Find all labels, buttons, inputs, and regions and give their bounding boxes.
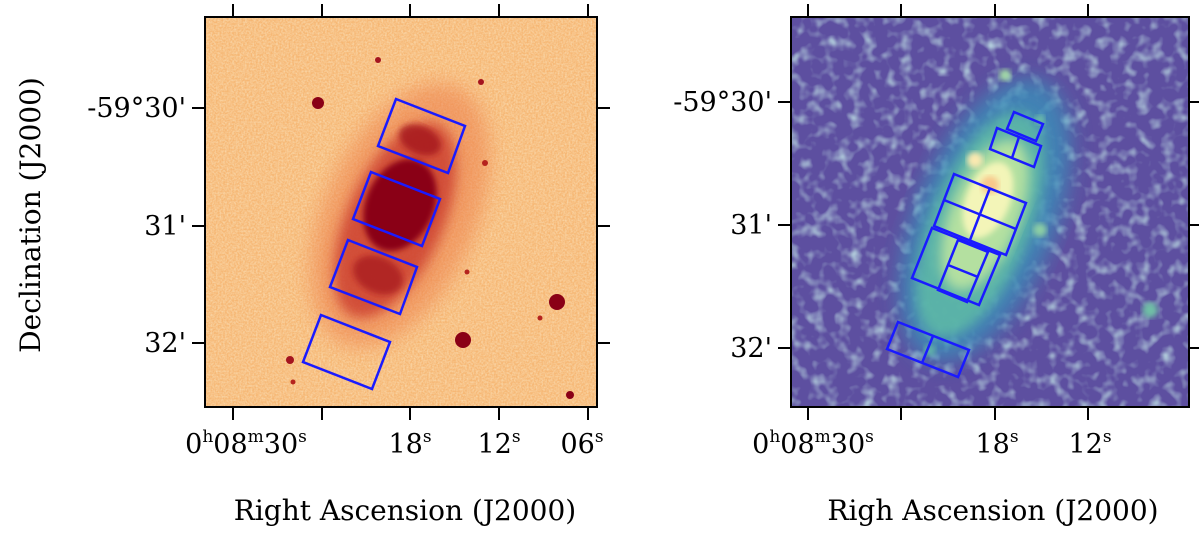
left-ytick-2: 32' [144, 328, 186, 359]
y-axis-label: Declination (J2000) [14, 77, 47, 353]
left-box-1 [376, 97, 467, 175]
right-ticks [778, 4, 1199, 420]
right-ytick-1: 31' [730, 210, 772, 241]
left-panel: -59°30' 31' 32' 0h08m30s 18s 12s 06s Rig… [87, 4, 610, 527]
left-overlay-boxes [301, 97, 467, 391]
left-ytick-1: 31' [144, 211, 186, 242]
right-x-axis-label: Righ Ascension (J2000) [827, 494, 1158, 527]
left-xtick-3: 06s [560, 427, 603, 460]
right-box-1 [988, 110, 1045, 169]
left-xtick-2: 12s [477, 427, 520, 460]
left-image [205, 17, 597, 407]
right-xtick-0: 0h08m30s [752, 427, 874, 460]
right-xtick-1: 18s [975, 427, 1018, 460]
right-panel: -59°30' 31' 32' 0h08m30s 18s 12s Righ As… [673, 4, 1199, 527]
right-ytick-0: -59°30' [673, 87, 772, 118]
left-box-3 [328, 238, 419, 316]
right-overlay-boxes [885, 110, 1045, 379]
right-axes-frame [790, 16, 1190, 408]
right-box-4 [885, 320, 971, 379]
left-axes-frame [204, 16, 598, 408]
left-xtick-0: 0h08m30s [185, 427, 307, 460]
right-box-3 [910, 226, 1002, 307]
left-x-axis-label: Right Ascension (J2000) [234, 494, 576, 527]
left-box-2 [351, 170, 442, 248]
left-xtick-1: 18s [388, 427, 431, 460]
left-ticks [192, 4, 610, 420]
left-box-4 [301, 313, 392, 391]
right-box-2 [932, 172, 1028, 257]
right-image [791, 17, 1189, 407]
right-xtick-2: 12s [1068, 427, 1111, 460]
left-ytick-0: -59°30' [87, 93, 186, 124]
right-ytick-2: 32' [730, 333, 772, 364]
